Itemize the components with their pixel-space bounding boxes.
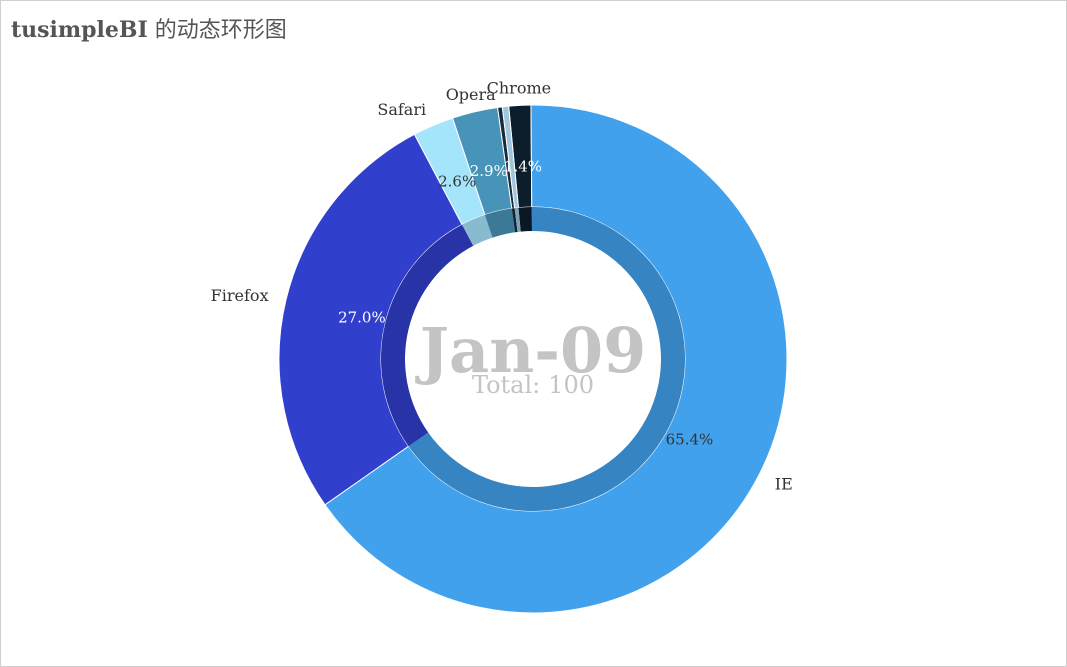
inner-ring-shade-2: [380, 224, 474, 447]
chart-title: tusimpleBI 的动态环形图: [11, 12, 287, 44]
category-label-ie: IE: [775, 475, 793, 494]
inner-ring-shade-4: [484, 208, 516, 238]
inner-ring-safari-3: [462, 214, 493, 246]
total-value: 100: [548, 371, 594, 399]
center-date: Jan-09: [415, 314, 647, 387]
inner-ring-chrome-0: [518, 207, 532, 232]
pct-label-safari: 2.6%: [438, 173, 476, 191]
title-brand: tusimpleBI: [11, 17, 148, 43]
percentage-labels: 1.4% 65.4% 27.0% 2.6%2.9%: [338, 157, 713, 448]
category-labels: Chrome IE Firefox Safari Opera: [211, 78, 793, 493]
center-total: Total: 100: [472, 371, 594, 399]
category-label-chrome: Chrome: [487, 78, 551, 97]
pct-label-opera: 2.9%: [470, 162, 508, 180]
inner-ring-other-6: [514, 207, 521, 232]
pct-label-chrome: 1.4%: [504, 157, 542, 175]
inner-ring-shade-3: [462, 214, 493, 246]
inner-ring-opera-4: [484, 208, 516, 238]
inner-shadow-ring: [380, 207, 685, 511]
pct-label-ie: 65.4%: [666, 431, 714, 449]
inner-ring-shade-6: [514, 207, 521, 232]
title-suffix: 的动态环形图: [147, 18, 287, 43]
inner-ring-shade-0: [518, 207, 532, 232]
inner-ring-shade-5: [511, 208, 518, 233]
inner-ring-other-5: [511, 208, 518, 233]
category-label-firefox: Firefox: [211, 286, 269, 305]
category-label-opera: Opera: [446, 85, 496, 104]
category-label-safari: Safari: [377, 100, 426, 119]
inner-ring-firefox-2: [380, 224, 474, 447]
pct-label-firefox: 27.0%: [338, 309, 386, 327]
total-label: Total:: [472, 371, 540, 399]
